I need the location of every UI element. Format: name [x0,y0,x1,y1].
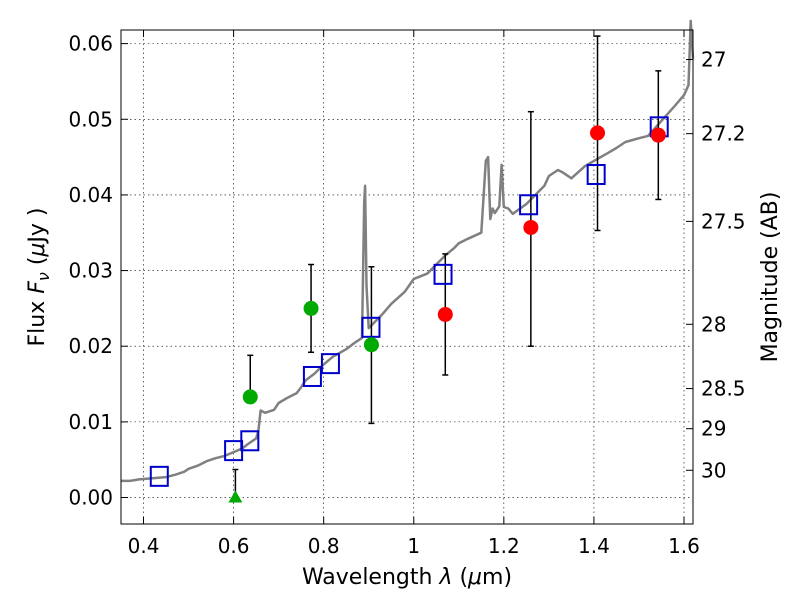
plot-frame [120,29,694,525]
y2-tick-label: 28.5 [701,377,746,401]
x-tick-label: 1.4 [578,534,610,558]
x-tick-label: 0.4 [128,534,160,558]
model-photometry-point [302,365,322,387]
x-tick-label: 1.6 [668,534,700,558]
y-tick-label: 0.03 [68,259,113,283]
x-axis-label-text: Wavelength [302,565,440,590]
model-photometry-point [149,465,169,487]
x-axis-label: Wavelength λ (μm) [302,565,512,590]
observed-point [363,337,379,353]
y-tick-label: 0.06 [68,32,113,56]
observed-point [242,389,258,405]
y-tick-label: 0.01 [68,410,113,434]
observed-point [650,127,666,143]
model-photometry-point [586,163,606,185]
y2-tick-label: 27 [701,48,726,72]
grid-layer [121,30,693,524]
y-axis-label-mu: μ [25,243,50,258]
x-tick-label: 1.2 [488,534,520,558]
y-axis-label-f: F [25,281,50,294]
marker-layer [149,116,669,503]
y2-tick-label: 27.2 [701,122,746,146]
x-axis-label-unit: m) [482,565,512,590]
model-photometry-point [240,430,260,452]
upper-limit-point [228,490,243,503]
x-axis-label-mu: μ [467,565,482,590]
observed-point [590,125,606,141]
y-axis-label: Flux Fν (μJy ) [25,208,53,347]
model-photometry-point [433,263,453,285]
x-axis-label-lambda: λ [438,565,452,590]
y-axis-label-unit: Jy ) [25,208,50,245]
model-spectrum-layer [121,19,695,483]
model-photometry-point [519,194,539,216]
y2-tick-label: 30 [701,458,726,482]
x-tick-label: 0.6 [218,534,250,558]
y-axis-label-text: Flux [25,294,50,347]
observed-point [437,306,453,322]
x-axis-label-open: ( [452,565,468,590]
y2-tick-label: 27.5 [701,209,746,233]
y-tick-label: 0.02 [68,334,113,358]
secondary-y-axis-label: Magnitude (AB) [758,192,783,363]
x-tick-label: 1 [407,534,420,558]
y-axis-label-open: ( [25,257,50,273]
observed-point [523,219,539,235]
y-tick-label: 0.05 [68,107,113,131]
y2-tick-label: 28 [701,312,726,336]
model-photometry-point [320,353,340,375]
model-spectrum-line [121,19,695,483]
x-tick-label: 0.8 [308,534,340,558]
observed-point [303,300,319,316]
y-axis-label-nu: ν [34,272,53,281]
model-photometry-point [361,316,381,338]
tick-layer: 0.4 0.6 0.8 1 1.2 1.4 1.6 0.00 0.01 0.02 0.03 0.04 0… [68,30,746,558]
y2-tick-label: 29 [701,417,726,441]
errorbar-layer [232,35,662,498]
y-tick-label: 0.00 [68,486,113,510]
y-tick-label: 0.04 [68,183,113,207]
